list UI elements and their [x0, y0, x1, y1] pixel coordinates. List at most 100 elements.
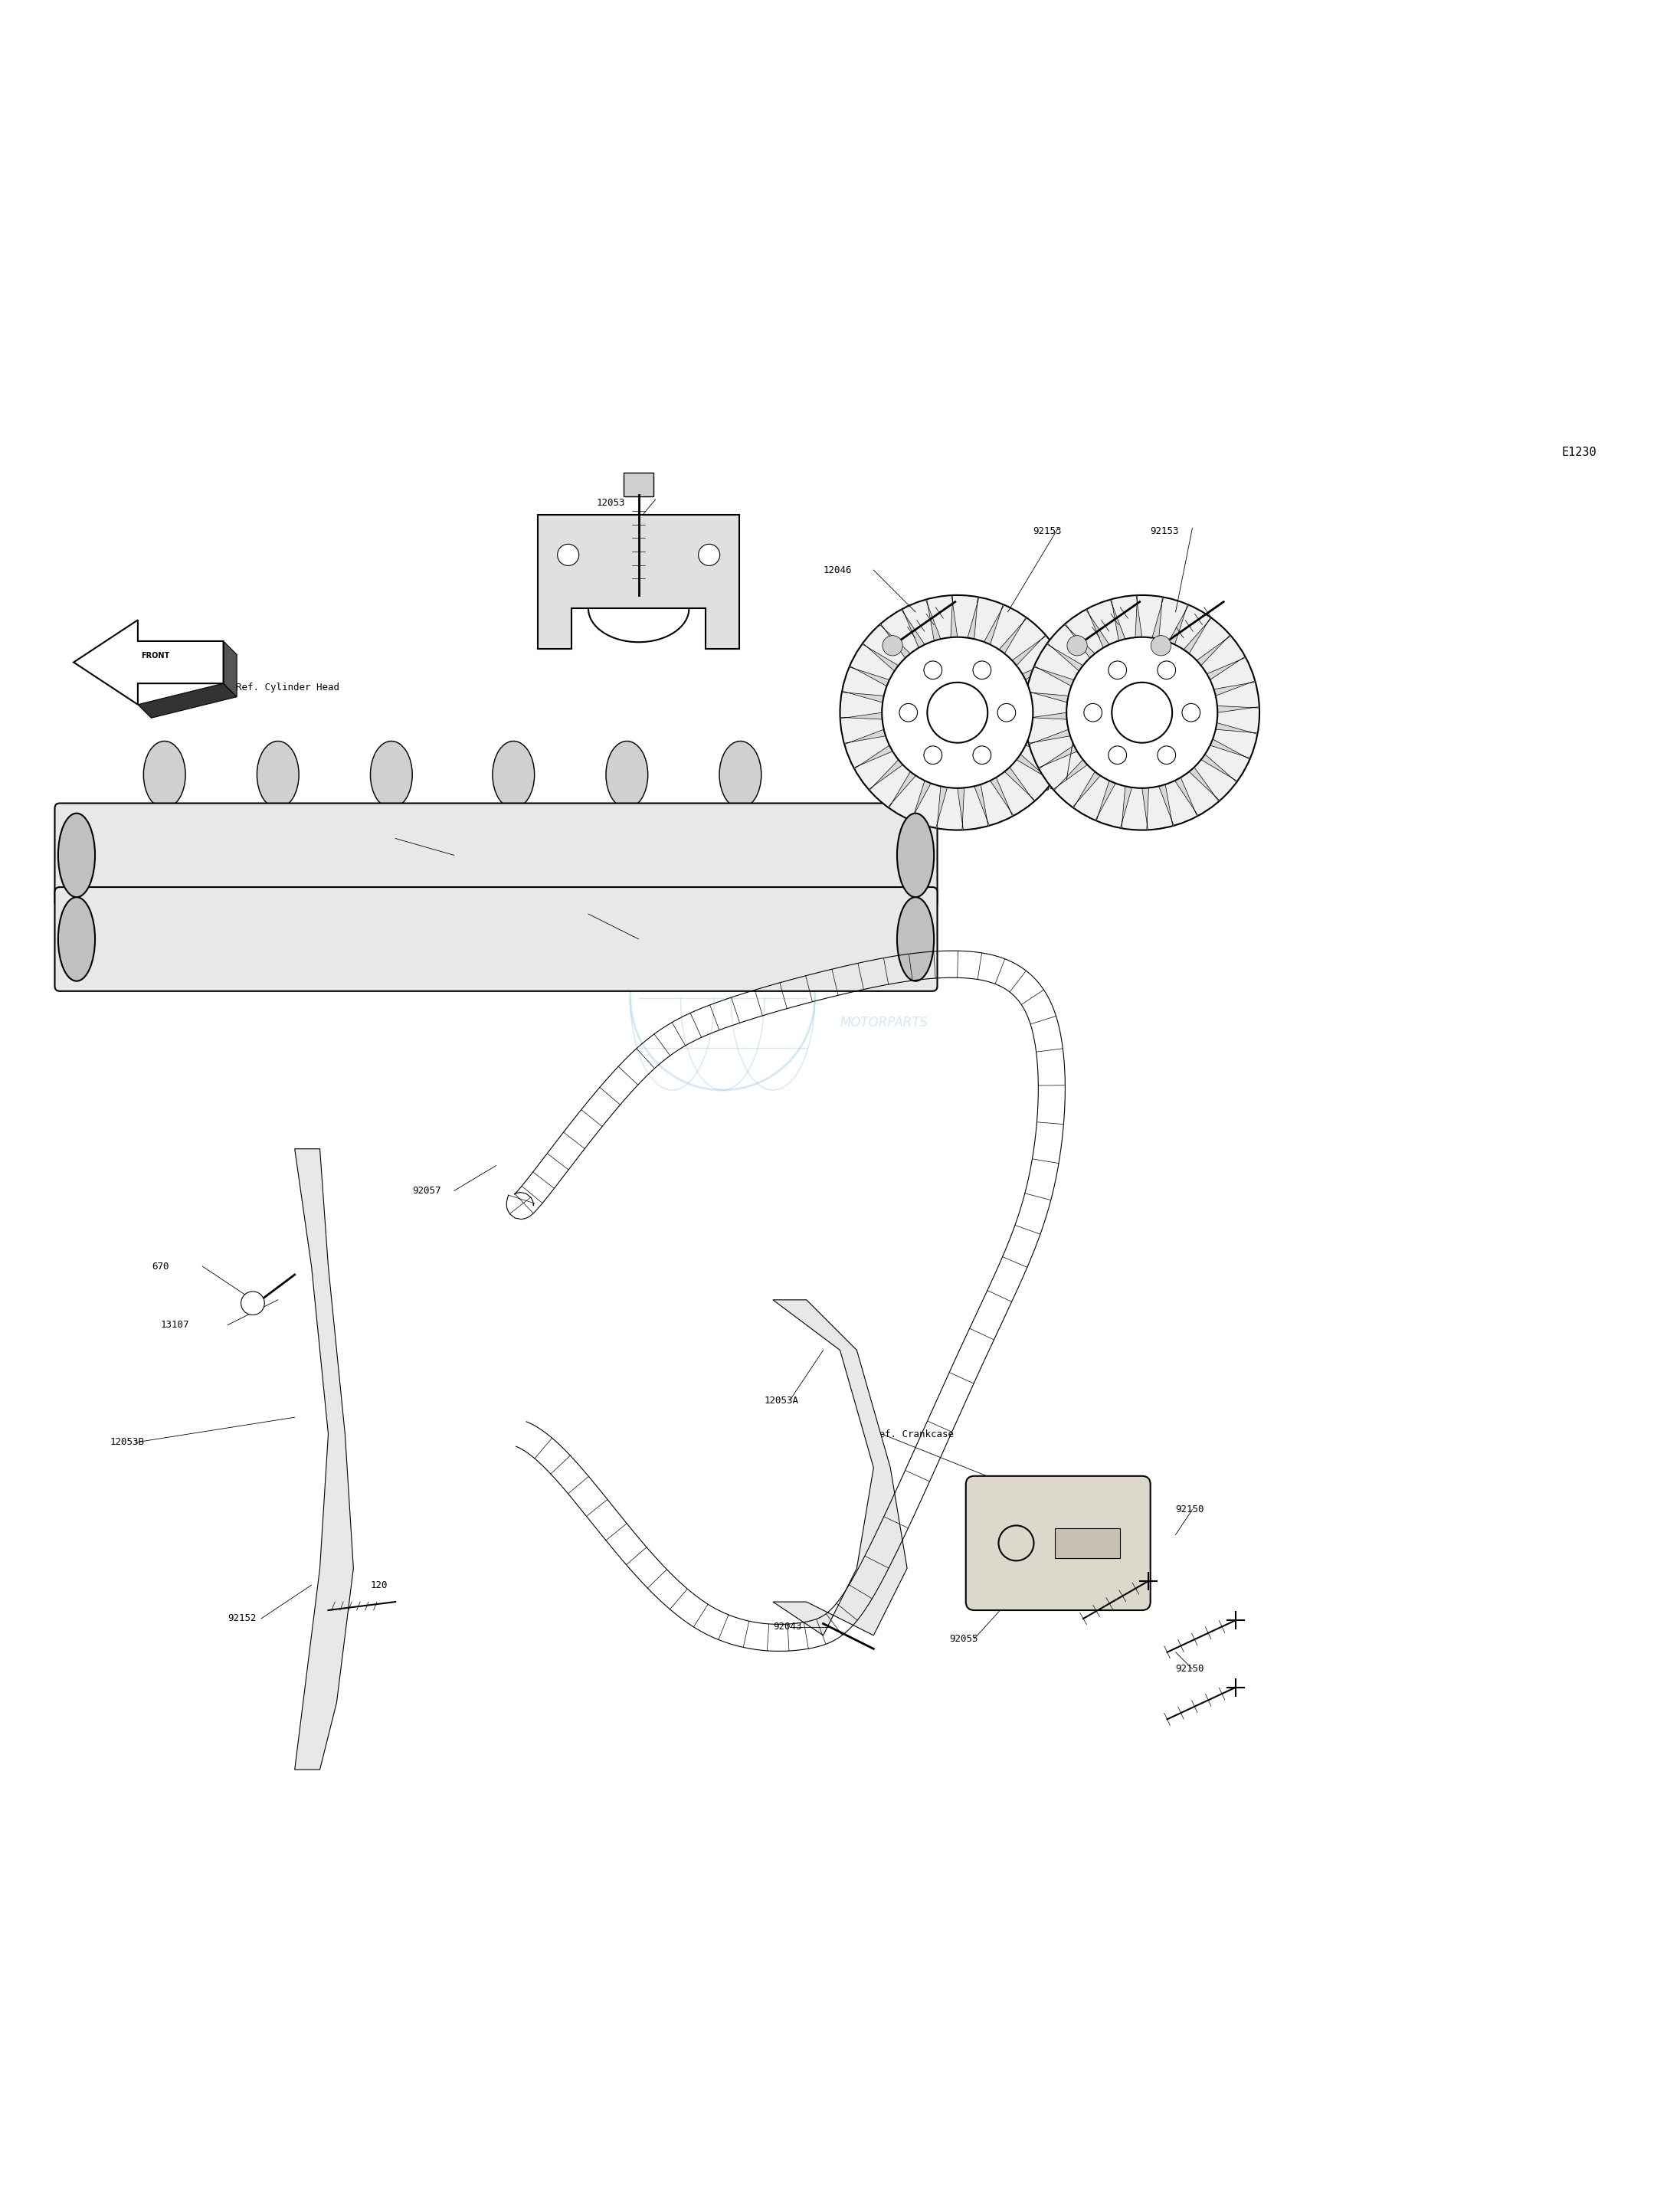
Text: Ref. Cylinder Head: Ref. Cylinder Head: [235, 683, 339, 692]
Text: 13107: 13107: [161, 1320, 190, 1329]
Ellipse shape: [143, 826, 185, 892]
Polygon shape: [853, 745, 892, 769]
Circle shape: [1183, 703, 1200, 721]
Text: 92057: 92057: [412, 1186, 440, 1195]
Polygon shape: [1218, 705, 1260, 712]
Text: 12046: 12046: [823, 565, 852, 576]
Polygon shape: [1169, 604, 1189, 644]
Circle shape: [899, 703, 917, 721]
Polygon shape: [1159, 784, 1174, 826]
Text: MOTORPARTS: MOTORPARTS: [840, 1015, 927, 1030]
Polygon shape: [773, 1301, 907, 1635]
Polygon shape: [1021, 657, 1062, 679]
Circle shape: [699, 545, 719, 565]
Polygon shape: [1072, 771, 1100, 808]
Circle shape: [558, 545, 580, 565]
Circle shape: [998, 703, 1016, 721]
Polygon shape: [138, 683, 237, 718]
Ellipse shape: [257, 826, 299, 892]
Polygon shape: [1152, 598, 1164, 639]
Polygon shape: [1011, 635, 1047, 666]
Polygon shape: [538, 514, 739, 648]
Ellipse shape: [492, 740, 534, 808]
Polygon shape: [951, 595, 958, 637]
Polygon shape: [1065, 624, 1095, 659]
Polygon shape: [1184, 617, 1211, 653]
Circle shape: [1084, 703, 1102, 721]
Ellipse shape: [606, 826, 648, 892]
Circle shape: [1067, 637, 1218, 789]
Text: 670: 670: [153, 1261, 170, 1272]
Polygon shape: [223, 642, 237, 696]
Circle shape: [1151, 635, 1171, 655]
Polygon shape: [1047, 644, 1084, 670]
Polygon shape: [1201, 754, 1238, 782]
Circle shape: [1109, 747, 1127, 765]
Polygon shape: [294, 1149, 353, 1769]
Polygon shape: [1033, 705, 1075, 712]
Text: 92150: 92150: [1176, 1505, 1205, 1514]
Polygon shape: [74, 620, 223, 705]
Polygon shape: [1026, 692, 1068, 703]
Ellipse shape: [897, 896, 934, 982]
Ellipse shape: [897, 813, 934, 896]
Text: 92150: 92150: [1176, 1663, 1205, 1674]
Polygon shape: [1174, 778, 1198, 817]
Circle shape: [1112, 683, 1173, 743]
Polygon shape: [990, 778, 1013, 817]
Polygon shape: [1025, 738, 1065, 760]
Circle shape: [1109, 661, 1127, 679]
Ellipse shape: [719, 740, 761, 808]
Circle shape: [924, 747, 942, 765]
Circle shape: [240, 1292, 264, 1316]
Polygon shape: [900, 609, 924, 648]
Text: 92055: 92055: [949, 1635, 978, 1643]
Polygon shape: [1216, 723, 1258, 734]
Polygon shape: [958, 789, 964, 830]
Text: 92152: 92152: [227, 1613, 257, 1624]
Text: 120: 120: [370, 1580, 388, 1591]
Polygon shape: [1033, 666, 1074, 685]
Text: Ref. Crankcase: Ref. Crankcase: [874, 1428, 954, 1439]
Circle shape: [1067, 635, 1087, 655]
Polygon shape: [889, 771, 916, 808]
Ellipse shape: [719, 826, 761, 892]
FancyBboxPatch shape: [55, 888, 937, 991]
Circle shape: [840, 595, 1075, 830]
Circle shape: [973, 747, 991, 765]
Polygon shape: [1085, 609, 1109, 648]
Polygon shape: [1016, 754, 1053, 782]
Polygon shape: [840, 712, 882, 718]
FancyBboxPatch shape: [966, 1476, 1151, 1610]
Text: FRONT: FRONT: [141, 653, 170, 659]
Polygon shape: [1210, 738, 1250, 760]
Polygon shape: [1189, 767, 1220, 802]
Text: 12048: 12048: [1067, 1505, 1095, 1514]
Circle shape: [1025, 595, 1260, 830]
Circle shape: [882, 635, 902, 655]
Text: 12046: 12046: [1033, 782, 1062, 793]
Polygon shape: [1136, 595, 1142, 637]
Circle shape: [927, 683, 988, 743]
FancyBboxPatch shape: [623, 472, 654, 497]
Text: 12053A: 12053A: [764, 1395, 800, 1406]
Text: 12053: 12053: [596, 499, 625, 508]
FancyBboxPatch shape: [55, 804, 937, 907]
Text: OEM: OEM: [840, 969, 899, 993]
Ellipse shape: [59, 813, 96, 896]
Polygon shape: [842, 692, 884, 703]
Ellipse shape: [257, 740, 299, 808]
Polygon shape: [1142, 789, 1149, 830]
Polygon shape: [1038, 745, 1077, 769]
Ellipse shape: [370, 740, 412, 808]
Polygon shape: [984, 604, 1005, 644]
Polygon shape: [1030, 681, 1070, 696]
Text: 92153: 92153: [1033, 527, 1062, 536]
Text: 12053B: 12053B: [111, 1437, 144, 1448]
Circle shape: [1158, 747, 1176, 765]
Polygon shape: [1005, 767, 1035, 802]
Polygon shape: [880, 624, 911, 659]
Text: 49118A: 49118A: [328, 826, 363, 835]
Polygon shape: [926, 600, 941, 642]
Polygon shape: [848, 666, 889, 685]
